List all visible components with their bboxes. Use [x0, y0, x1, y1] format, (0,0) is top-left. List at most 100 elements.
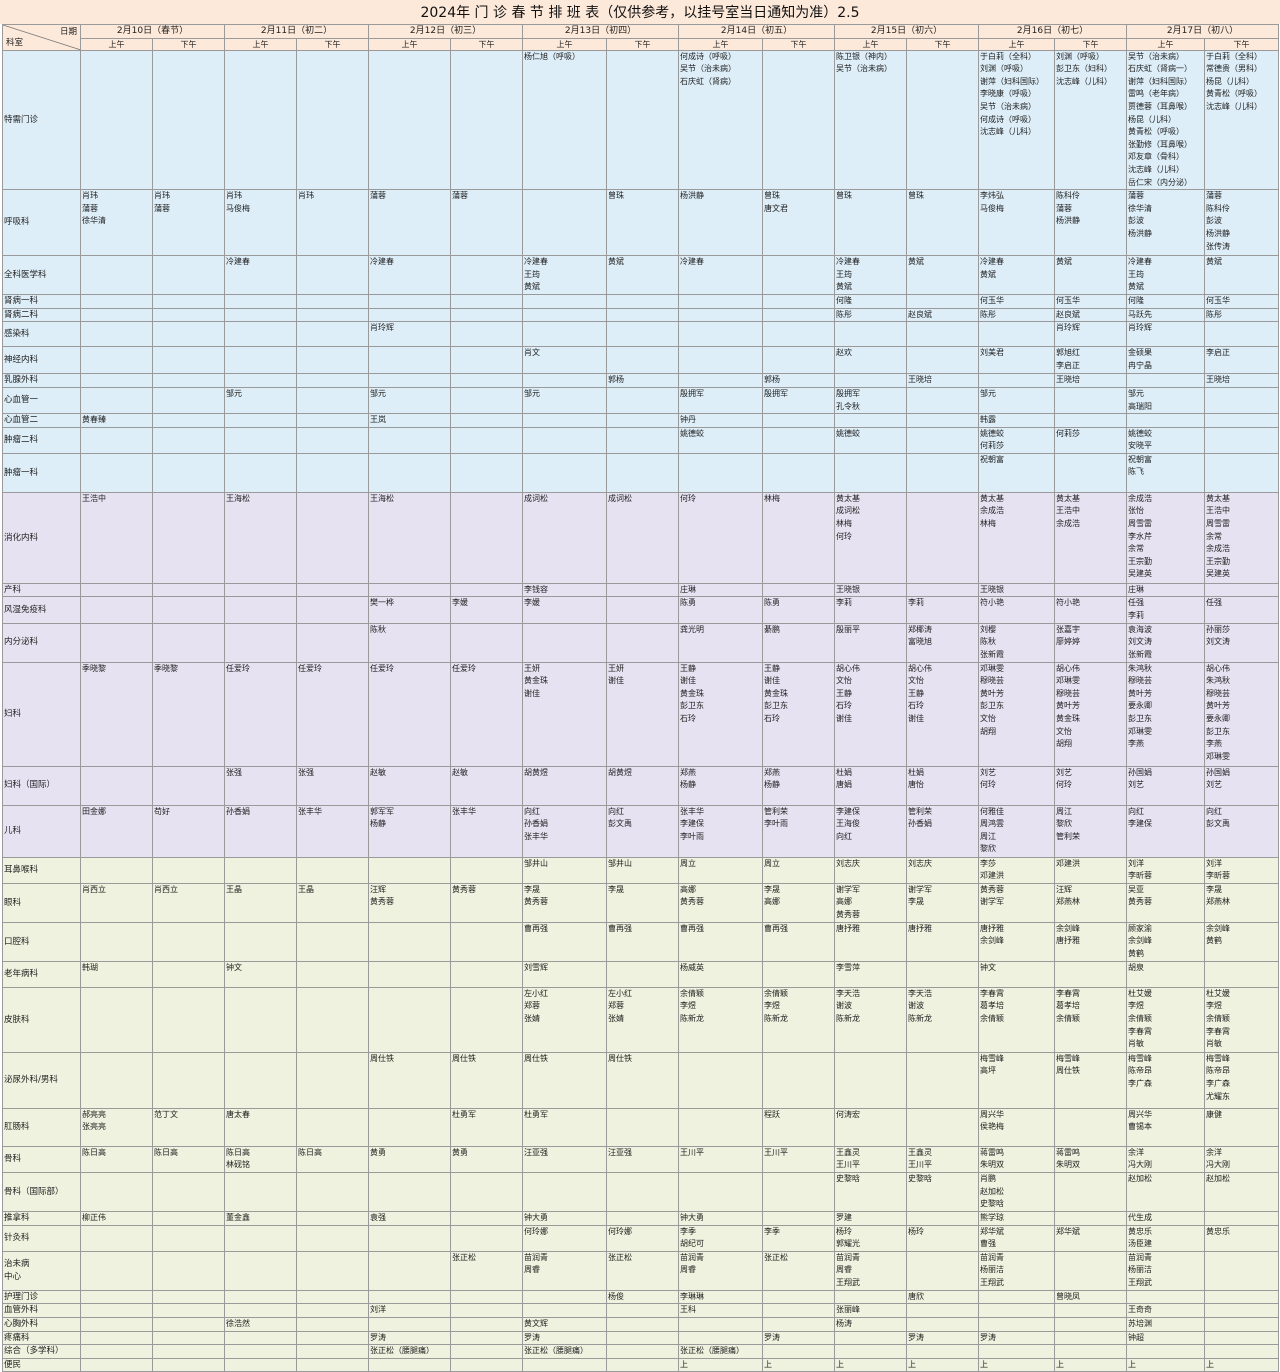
department-row: 肾病一科 何隆 何玉华 何玉华 何隆 何玉华 [2, 294, 1279, 309]
schedule-cell: 史黎晗 [834, 1172, 907, 1213]
half-day-header: 下午 [606, 37, 679, 51]
schedule-cell: 赵加松 [1126, 1172, 1205, 1213]
doctor-name: 王筠 [836, 269, 852, 279]
schedule-cell: 黄春臻 [80, 413, 153, 428]
doctor-name: 梅雪峰 [1056, 1053, 1080, 1063]
schedule-cell: 杨俊 [606, 1289, 679, 1305]
schedule-cell [224, 452, 297, 493]
schedule-cell: 刘志庆 [906, 856, 979, 884]
schedule-cell: 陈勇 [678, 596, 763, 624]
doctor-name: 季晓黎 [82, 663, 106, 673]
doctor-name: 廖婷婷 [1056, 637, 1080, 647]
doctor-name: 徐浩然 [226, 1319, 250, 1328]
doctor-name: 李煜 [680, 1001, 696, 1011]
schedule-cell [906, 1107, 979, 1147]
schedule-cell [522, 307, 607, 323]
doctor-name: 李春霄 [1056, 988, 1080, 998]
schedule-cell [152, 1357, 225, 1372]
doctor-name: 曹再强 [764, 923, 788, 933]
schedule-cell [80, 1330, 153, 1346]
schedule-cell: 邹元 [224, 386, 297, 415]
doctor-name: 谢佳 [764, 676, 780, 686]
doctor-name: 沈志峰（儿科） [1206, 101, 1262, 111]
schedule-cell: 何玲娜 [522, 1224, 607, 1252]
schedule-cell: 胡黄煜 [522, 765, 607, 806]
doctor-name: 柳正伟 [82, 1213, 106, 1223]
doctor-name: 周雪雷 [1206, 519, 1230, 529]
doctor-name: 罗涛 [370, 1332, 386, 1342]
schedule-cell: 李启正 [1204, 346, 1279, 375]
schedule-cell [152, 491, 225, 584]
schedule-cell [1204, 1330, 1279, 1346]
schedule-cell: 管利荣 孙香娟 [906, 804, 979, 858]
doctor-name: 陈秋 [370, 624, 386, 634]
schedule-cell: 熊学琼 [978, 1211, 1055, 1226]
schedule-cell [522, 426, 607, 454]
doctor-name: 李季 [764, 1226, 780, 1236]
schedule-cell: 李春霄 葛孝培 余倩颖 [1054, 986, 1127, 1053]
doctor-name: 李春霄 [1128, 1026, 1152, 1036]
schedule-cell: 李天浩 谢波 陈新龙 [834, 986, 907, 1053]
schedule-cell [296, 1051, 369, 1109]
department-name: 老年病科 [2, 960, 81, 988]
doctor-name: 余成浩 [1128, 493, 1152, 503]
schedule-cell [224, 1303, 297, 1318]
department-row: 护理门诊 杨俊 李琳琳 唐欣 曾晓凤 [2, 1289, 1279, 1305]
doctor-name: 王鑫灵 [836, 1147, 860, 1157]
schedule-cell [368, 921, 451, 962]
schedule-cell: 上 [1204, 1357, 1279, 1372]
schedule-cell: 张丰华 [296, 804, 369, 858]
doctor-name: 冉宁晶 [1128, 360, 1152, 370]
schedule-cell: 杜勇军 [522, 1107, 607, 1147]
doctor-name: 陈卫银（神内） [836, 51, 892, 61]
doctor-name: 杨丽洁 [980, 1265, 1004, 1275]
doctor-name: 钟文 [980, 962, 996, 972]
schedule-cell [678, 346, 763, 375]
doctor-name: 何玉华 [1206, 296, 1230, 306]
schedule-cell [224, 1250, 297, 1291]
schedule-cell [606, 386, 679, 415]
schedule-cell [80, 986, 153, 1053]
doctor-name: 季晓黎 [154, 663, 178, 673]
half-day-header: 上午 [224, 37, 297, 51]
schedule-cell [224, 426, 297, 454]
schedule-cell [762, 307, 835, 323]
doctor-name: 苗润青 [1128, 1252, 1152, 1262]
department-row: 风湿免疫科 樊一桦 李媛 李媛 陈勇 陈勇 李莉 李莉 符小艳 符小艳 任强 李莉 任强 [2, 596, 1279, 624]
schedule-cell: 周仕铁 [606, 1051, 679, 1109]
schedule-cell: 曾珠 [606, 189, 679, 257]
doctor-name: 黄忠乐 [1128, 1226, 1152, 1236]
doctor-name: 梅雪峰 [980, 1053, 1004, 1063]
doctor-name: 罗涛 [524, 1332, 540, 1342]
doctor-name: 何玲 [980, 780, 996, 790]
schedule-cell: 顾家渝 余剑峰 黄鹤 [1126, 921, 1205, 962]
doctor-name: 田金娜 [82, 806, 106, 816]
schedule-cell [368, 373, 451, 388]
department-row: 全科医学科 冷建春 冷建春 冷建春 王筠 黄斌 黄斌 冷建春 冷建春 王筠 黄斌 黄斌 冷建春 黄斌 黄斌冷… [2, 255, 1279, 296]
doctor-name: 郭杨 [764, 375, 780, 385]
schedule-cell [678, 307, 763, 323]
doctor-name: 邹元 [524, 388, 540, 398]
doctor-name: 史黎晗 [908, 1174, 932, 1184]
doctor-name: 王海松 [226, 493, 250, 503]
doctor-name: 任爱玲 [370, 663, 394, 673]
doctor-name: 苗润青 [980, 1252, 1004, 1262]
doctor-name: 蒲蓉 [82, 203, 98, 213]
doctor-name: 余剑峰 [980, 936, 1004, 946]
doctor-name: 冷建春 [680, 257, 704, 267]
schedule-cell [368, 582, 451, 598]
doctor-name: 张正松（腰腿痛） [680, 1346, 744, 1356]
schedule-cell [978, 1303, 1055, 1318]
schedule-cell [762, 960, 835, 988]
doctor-name: 周鸿雲 [980, 819, 1004, 829]
schedule-cell [368, 1357, 451, 1372]
schedule-cell: 余倩颖 李煜 陈新龙 [762, 986, 835, 1053]
doctor-name: 张正松 [764, 1252, 788, 1262]
schedule-cell [296, 373, 369, 388]
schedule-cell: 樊一桦 [368, 596, 451, 624]
department-row: 泌尿外科/男科 周仕铁 周仕铁 周仕铁 周仕铁 梅雪峰 高坪 梅雪峰 周仕铁 梅雪峰 陈帝昂 李广森梅… [2, 1051, 1279, 1109]
schedule-cell [152, 856, 225, 884]
doctor-name: 孙香娟 [524, 819, 548, 829]
doctor-name: 王奇奇 [1128, 1305, 1152, 1315]
schedule-cell [296, 856, 369, 884]
